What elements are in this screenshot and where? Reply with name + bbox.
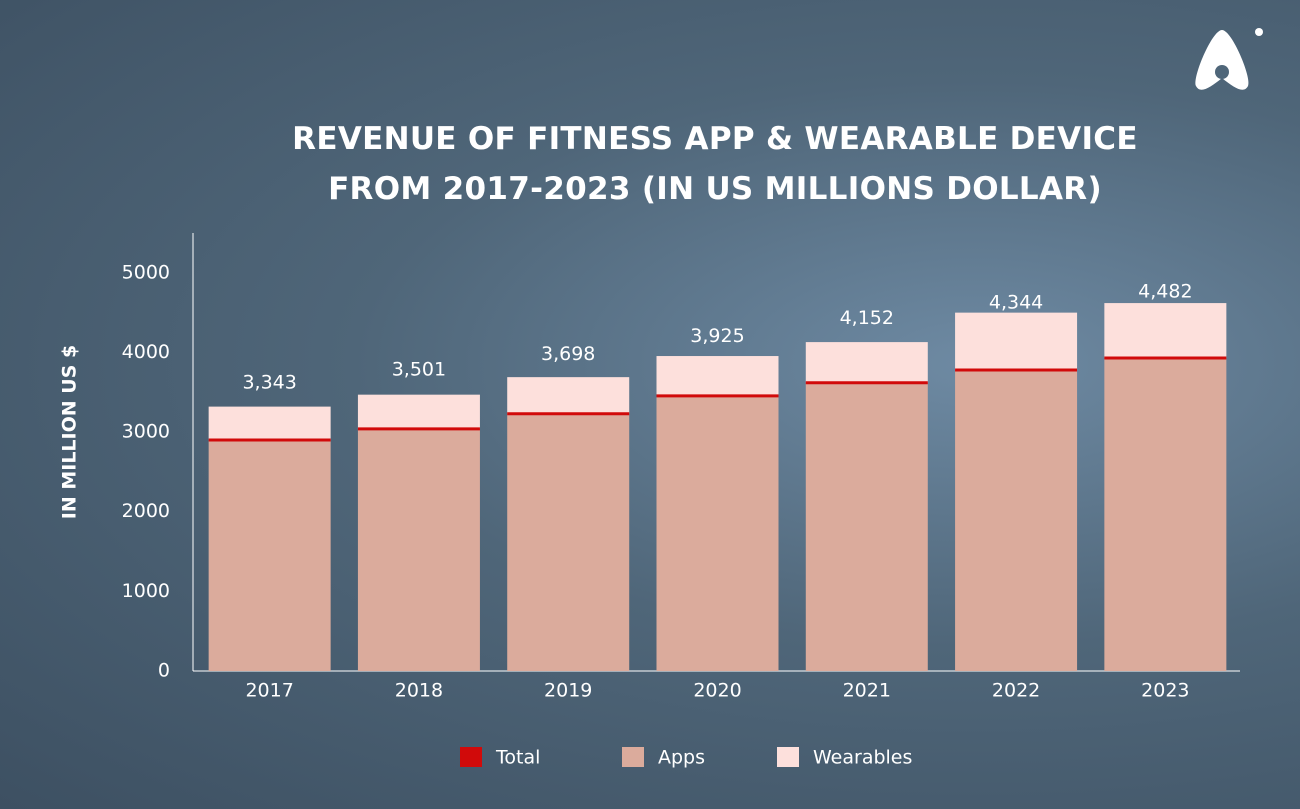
total-label: 3,501 <box>392 359 446 381</box>
total-label: 3,698 <box>541 343 595 365</box>
total-label: 4,344 <box>989 292 1043 314</box>
apps-bar <box>955 369 1078 671</box>
legend-swatch <box>460 747 482 767</box>
x-tick-label: 2018 <box>395 680 443 702</box>
y-tick-label: 1000 <box>122 580 170 602</box>
x-tick-label: 2022 <box>992 680 1040 702</box>
total-label: 3,343 <box>242 371 296 393</box>
wearables-bar <box>955 312 1078 370</box>
wearables-bar <box>656 356 779 396</box>
legend-swatch <box>622 747 644 767</box>
y-tick-label: 4000 <box>122 341 170 363</box>
x-tick-label: 2020 <box>693 680 741 702</box>
wearables-bar <box>357 394 480 429</box>
apps-bar <box>357 428 480 671</box>
apps-bar <box>805 382 928 671</box>
y-tick-label: 2000 <box>122 500 170 522</box>
x-tick-label: 2017 <box>245 680 293 702</box>
wearables-bar <box>805 342 928 383</box>
apps-bar <box>507 413 630 671</box>
wearables-bar <box>1104 303 1227 359</box>
x-tick-label: 2021 <box>843 680 891 702</box>
legend-swatch <box>777 747 799 767</box>
wearables-bar <box>208 406 331 441</box>
total-label: 4,482 <box>1138 281 1192 303</box>
logo <box>1195 28 1263 90</box>
apps-bar <box>208 440 331 671</box>
logo-hole <box>1215 65 1229 79</box>
y-tick-label: 0 <box>158 660 170 682</box>
logo-dot <box>1255 28 1263 36</box>
apps-bar <box>656 395 779 671</box>
logo-shape <box>1195 30 1249 90</box>
wearables-bar <box>507 377 630 414</box>
total-label: 3,925 <box>690 325 744 347</box>
legend-label: Apps <box>658 747 705 769</box>
y-axis-label: IN MILLION US $ <box>59 345 81 519</box>
apps-bar <box>1104 358 1227 671</box>
chart-title: REVENUE OF FITNESS APP & WEARABLE DEVICE… <box>292 121 1138 207</box>
x-tick-label: 2019 <box>544 680 592 702</box>
total-label: 4,152 <box>840 307 894 329</box>
legend-label: Wearables <box>813 747 912 769</box>
x-tick-label: 2023 <box>1141 680 1189 702</box>
y-tick-label: 3000 <box>122 421 170 443</box>
legend-label: Total <box>495 747 540 769</box>
y-tick-label: 5000 <box>122 261 170 283</box>
